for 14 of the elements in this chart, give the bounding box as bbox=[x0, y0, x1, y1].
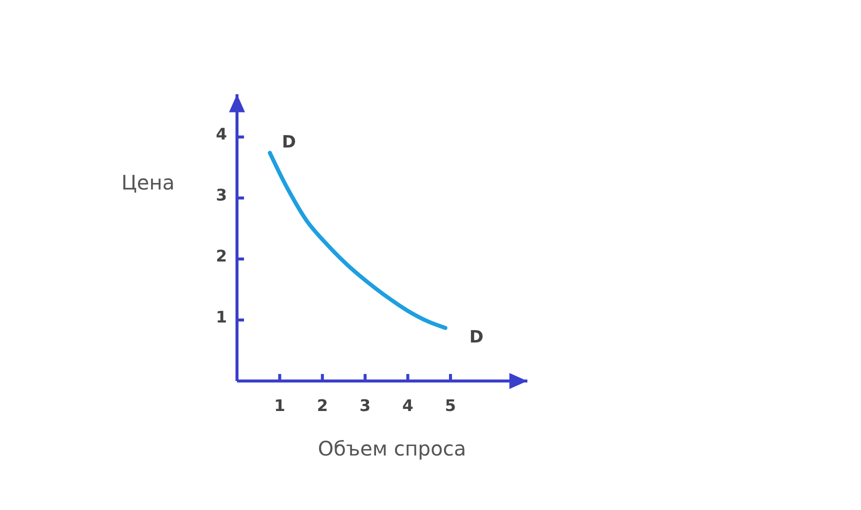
annotation: D bbox=[282, 132, 296, 153]
x-tick-label: 5 bbox=[444, 396, 456, 415]
x-tick-label: 4 bbox=[402, 396, 414, 415]
y-tick-label: 2 bbox=[216, 246, 227, 266]
annotation: D bbox=[469, 328, 484, 348]
y-tick-label: 4 bbox=[216, 124, 227, 144]
x-tick-label: 1 bbox=[274, 396, 286, 415]
line-series bbox=[268, 150, 448, 330]
y-axis-title: Цена bbox=[121, 170, 175, 194]
x-axis-title: Объем спроса bbox=[318, 436, 466, 460]
x-tick-label: 2 bbox=[316, 396, 328, 415]
y-tick-label: 3 bbox=[216, 185, 227, 204]
y-tick-label: 1 bbox=[216, 307, 227, 326]
x-tick-label: 3 bbox=[360, 396, 371, 415]
